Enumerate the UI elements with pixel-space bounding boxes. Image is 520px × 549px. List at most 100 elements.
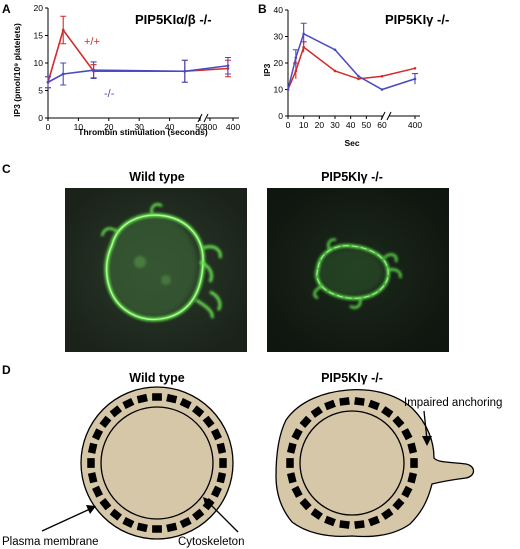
panel-a-ytick-label: 20	[34, 3, 44, 13]
panel-b-xtick-label: 20	[315, 120, 325, 130]
cytoskeleton-square	[152, 393, 162, 401]
panel-d-title-right: PIP5KIγ -/-	[321, 371, 383, 385]
cytoskeleton-square	[324, 399, 336, 411]
cytoskeleton-square	[99, 498, 112, 511]
panel-b-ytick-label: 0	[278, 111, 283, 121]
panel-a-ytick-label: 5	[38, 86, 43, 96]
panel-b-point	[357, 77, 360, 81]
micrograph-wild-type	[65, 188, 247, 352]
cytoskeleton-square	[324, 515, 336, 527]
cytoskeleton-square	[136, 522, 148, 533]
panel-b-series-line-1	[287, 32, 416, 91]
panel-a-label-wt: +/+	[84, 36, 100, 48]
panel-d: D Wild type PIP5KIγ -/- Impaired anchori…	[2, 363, 502, 548]
cytoskeleton-square	[310, 406, 323, 418]
cytoskeleton-square	[210, 485, 222, 498]
panel-b-ytick-label: 10	[274, 85, 284, 95]
cytoskeleton-square	[407, 442, 418, 454]
panel-a-xtick-label: 300	[203, 122, 217, 132]
panel-b-point	[333, 48, 337, 52]
cytoskeleton-square	[339, 397, 350, 406]
panel-b-errorbar	[412, 73, 418, 85]
cytoskeleton-square	[122, 398, 135, 410]
cytoskeleton-square	[109, 508, 122, 521]
panel-b-errorbar	[300, 22, 307, 45]
cytoskeleton-square	[410, 458, 418, 468]
panel-b-xtick-label: 10	[299, 120, 309, 130]
panel-b-xticks: 0 10 20 30 40 50 60 400	[286, 116, 422, 130]
arrowhead-impaired-anchoring	[422, 436, 432, 446]
panel-a-label-ko: -/-	[104, 88, 115, 100]
cytoskeleton-square	[122, 516, 135, 528]
panel-b-xtick-label: 60	[377, 120, 387, 130]
panel-a-ytick-label: 10	[34, 58, 44, 68]
panel-b-point	[380, 88, 384, 91]
schematic-cell-ko	[275, 388, 475, 538]
panel-b-point	[357, 74, 360, 78]
panel-a-xtick-label: 20	[104, 122, 114, 132]
cytoskeleton-square	[109, 405, 122, 418]
cytoskeleton-square	[381, 406, 394, 418]
panel-a-xtick-label: 10	[74, 122, 84, 132]
panel-c: C Wild type PIP5KIγ -/-	[2, 162, 449, 352]
cytoskeleton-square	[299, 497, 312, 511]
cytoskeleton-square	[291, 428, 303, 441]
cytoskeleton-square	[166, 393, 178, 404]
cytoskeleton-square	[202, 415, 215, 428]
panel-d-title-left: Wild type	[129, 371, 184, 385]
panel-a-point	[226, 64, 230, 68]
panel-a: A PIP5KIα/β -/- IP3 (pmol/10⁹ platelets)…	[2, 2, 240, 137]
panel-a-ylabel: IP3 (pmol/10⁹ platelets)	[12, 23, 22, 117]
cytoskeleton-square	[92, 428, 104, 441]
panel-a-series	[45, 15, 231, 89]
panel-a-xtick-label: 0	[46, 122, 51, 132]
cytoskeleton-square	[286, 442, 297, 454]
panel-b-xtick-label: 50	[362, 120, 372, 130]
panel-a-point	[61, 28, 65, 32]
cytoskeleton-square	[179, 516, 192, 528]
panel-a-xtick-label: 50	[195, 122, 205, 132]
cytoskeleton-square	[166, 522, 178, 533]
cytoskeleton-square	[354, 520, 365, 529]
panel-a-xlabel: Thrombin stimulation (seconds)	[78, 127, 208, 137]
label-impaired-anchoring: Impaired anchoring	[404, 397, 502, 409]
panel-b-errorbar	[292, 49, 299, 66]
cytoskeleton-square	[99, 415, 112, 428]
panel-a-xtick-label: 30	[134, 122, 144, 132]
panel-a-point	[61, 72, 65, 76]
arrow-cytoskeleton	[207, 501, 239, 533]
panel-d-letter: D	[2, 363, 11, 377]
panel-b-series	[286, 22, 418, 91]
cytoskeleton-square	[392, 497, 405, 511]
cytoskeleton-square	[392, 415, 405, 429]
cytoskeleton-square	[216, 472, 227, 484]
panel-a-series-line-1	[47, 64, 229, 83]
arrowhead-cytoskeleton	[203, 497, 213, 508]
arrow-plasma-membrane	[41, 508, 91, 532]
panel-b-xtick-label: 0	[286, 120, 291, 130]
panel-a-ytick-label: 0	[38, 113, 43, 123]
arrow-impaired-anchoring	[423, 410, 428, 441]
panel-b-letter: B	[258, 2, 267, 16]
cytoskeleton-square	[368, 515, 380, 527]
cytoskeleton-square	[192, 405, 205, 418]
cytoskeleton-square	[368, 399, 380, 411]
schematic-cell-wild-type	[80, 386, 234, 540]
panel-a-title: PIP5KIα/β -/-	[135, 12, 212, 27]
cytoskeleton-square	[92, 485, 104, 498]
panel-a-xtick-label: 40	[165, 122, 175, 132]
panel-b-xlabel: Sec	[344, 138, 359, 148]
panel-b-ylabel: IP3	[262, 63, 272, 76]
panel-a-yticks: 0 5 10 15 20	[34, 3, 48, 123]
panel-b-point	[380, 74, 384, 78]
cytoskeleton-square	[299, 415, 312, 429]
panel-b-yticks: 0 10 20 30 40	[274, 5, 288, 121]
panel-c-letter: C	[2, 162, 11, 176]
cytoskeleton-ring-wt	[100, 406, 214, 520]
cytoskeleton-square	[136, 393, 148, 404]
cytoskeleton-squares-wt	[87, 393, 227, 533]
cytoskeleton-square	[192, 508, 205, 521]
cytoskeleton-square	[310, 508, 323, 520]
